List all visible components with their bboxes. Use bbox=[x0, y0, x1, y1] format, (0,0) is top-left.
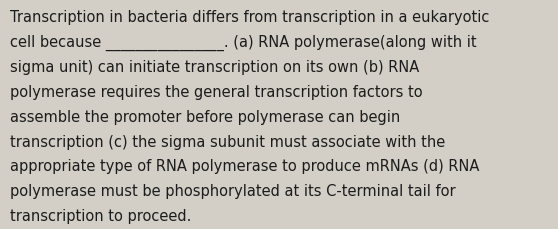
Text: sigma unit) can initiate transcription on its own (b) RNA: sigma unit) can initiate transcription o… bbox=[10, 60, 419, 75]
Text: assemble the promoter before polymerase can begin: assemble the promoter before polymerase … bbox=[10, 109, 400, 124]
Text: transcription to proceed.: transcription to proceed. bbox=[10, 208, 191, 223]
Text: appropriate type of RNA polymerase to produce mRNAs (d) RNA: appropriate type of RNA polymerase to pr… bbox=[10, 159, 479, 174]
Text: Transcription in bacteria differs from transcription in a eukaryotic: Transcription in bacteria differs from t… bbox=[10, 10, 489, 25]
Text: polymerase requires the general transcription factors to: polymerase requires the general transcri… bbox=[10, 85, 422, 99]
Text: transcription (c) the sigma subunit must associate with the: transcription (c) the sigma subunit must… bbox=[10, 134, 445, 149]
Text: polymerase must be phosphorylated at its C-terminal tail for: polymerase must be phosphorylated at its… bbox=[10, 183, 456, 198]
Text: cell because ________________. (a) RNA polymerase(along with it: cell because ________________. (a) RNA p… bbox=[10, 35, 477, 51]
